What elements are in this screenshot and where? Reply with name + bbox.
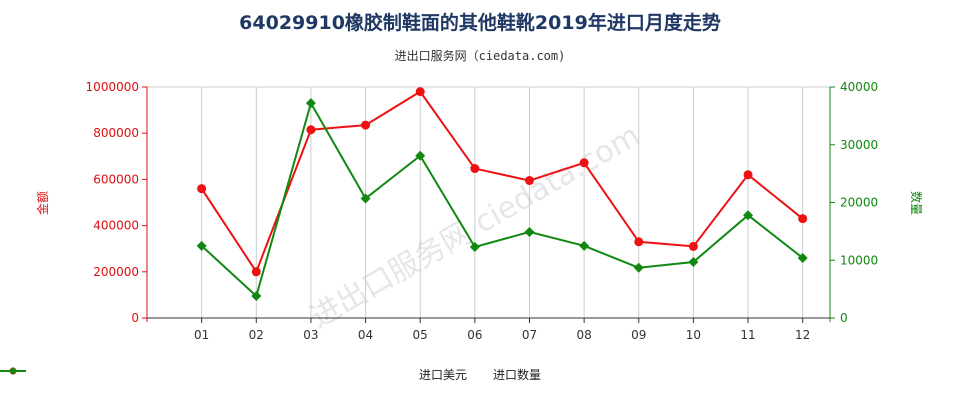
point-qty-11 [743, 210, 754, 221]
point-usd-08 [579, 158, 589, 168]
y-right-tick-label: 10000 [840, 253, 878, 267]
y-left-tick-label: 200000 [93, 265, 139, 279]
legend-item-usd[interactable]: 进口美元 [0, 366, 467, 383]
x-tick-label: 08 [576, 328, 591, 342]
point-qty-12 [797, 252, 808, 263]
point-usd-09 [634, 237, 644, 247]
x-tick-label: 04 [358, 328, 373, 342]
point-usd-03 [306, 125, 316, 135]
y-left-tick-label: 0 [131, 311, 139, 325]
point-qty-01 [196, 240, 207, 251]
point-qty-10 [688, 256, 699, 267]
chart-subtitle: 进出口服务网（ciedata.com) [394, 49, 566, 63]
x-tick-label: 02 [249, 328, 264, 342]
y-right-tick-label: 0 [840, 311, 848, 325]
legend-label-usd: 进口美元 [418, 368, 467, 382]
y-left-tick-label: 400000 [93, 219, 139, 233]
point-qty-07 [524, 226, 535, 237]
point-usd-05 [415, 87, 425, 97]
x-tick-label: 01 [194, 328, 209, 342]
point-qty-04 [360, 193, 371, 204]
point-qty-06 [469, 241, 480, 252]
series-line-1 [200, 100, 804, 298]
series-line-0 [200, 90, 804, 274]
point-qty-08 [579, 240, 590, 251]
y-right-tick-label: 30000 [840, 138, 878, 152]
y-right-axis-label: 数量 [909, 191, 924, 215]
legend: 进口美元 进口数量 [0, 366, 960, 383]
y-right-tick-label: 40000 [840, 80, 878, 94]
point-usd-02 [251, 267, 261, 277]
y-right-tick-label: 20000 [840, 196, 878, 210]
x-tick-label: 10 [686, 328, 701, 342]
point-usd-10 [688, 241, 698, 251]
x-tick-label: 06 [467, 328, 482, 342]
legend-label-qty: 进口数量 [493, 368, 542, 382]
y-left-axis-label: 金额 [35, 191, 50, 215]
point-qty-03 [305, 98, 316, 109]
y-left-tick-label: 1000000 [86, 80, 139, 94]
point-qty-05 [415, 150, 426, 161]
x-tick-label: 11 [740, 328, 755, 342]
chart-title: 64029910橡胶制鞋面的其他鞋靴2019年进口月度走势 [239, 12, 721, 34]
point-usd-06 [470, 164, 480, 174]
point-usd-04 [361, 120, 371, 130]
x-tick-label: 03 [303, 328, 318, 342]
y-left-tick-label: 800000 [93, 126, 139, 140]
x-tick-label: 05 [413, 328, 428, 342]
point-usd-12 [798, 214, 808, 224]
x-tick-label: 12 [795, 328, 810, 342]
legend-item-qty[interactable]: 进口数量 [0, 366, 542, 383]
y-left-tick-label: 600000 [93, 172, 139, 186]
point-usd-01 [197, 184, 207, 194]
x-tick-label: 09 [631, 328, 646, 342]
point-usd-11 [743, 170, 753, 180]
point-qty-09 [633, 262, 644, 273]
legend-marker-qty [0, 367, 26, 375]
x-tick-label: 07 [522, 328, 537, 342]
point-qty-02 [251, 291, 262, 302]
point-usd-07 [524, 176, 534, 186]
